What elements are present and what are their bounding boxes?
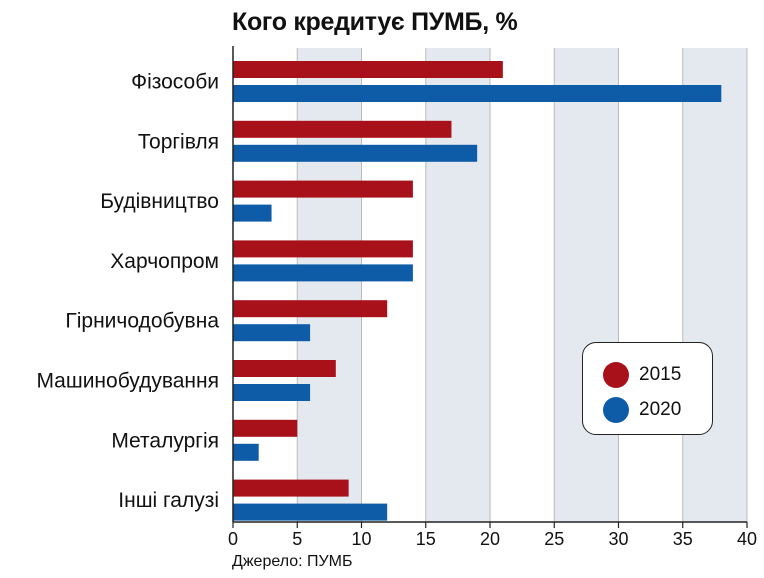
grid-band-0 xyxy=(297,48,362,522)
legend-item-2020: 2020 xyxy=(603,397,681,423)
bar-2020-1 xyxy=(233,144,478,162)
x-tick-label-0: 0 xyxy=(228,529,238,549)
bar-2015-4 xyxy=(233,300,388,318)
chart-title: Кого кредитує ПУМБ, % xyxy=(232,8,518,36)
x-tick-label-30: 30 xyxy=(608,529,628,549)
legend-item-2015: 2015 xyxy=(603,362,681,388)
bar-2015-2 xyxy=(233,180,413,198)
x-tick-label-20: 20 xyxy=(480,529,500,549)
bar-2015-3 xyxy=(233,240,413,258)
bar-2020-7 xyxy=(233,503,388,521)
x-tick-label-25: 25 xyxy=(544,529,564,549)
legend-label-2015: 2015 xyxy=(639,364,682,385)
category-label-1: Торгівля xyxy=(138,130,219,153)
grid-band-1 xyxy=(425,48,490,522)
legend-label-2020: 2020 xyxy=(639,399,682,420)
bar-2020-4 xyxy=(233,324,311,342)
legend-swatch-2015 xyxy=(603,362,629,388)
bar-2020-3 xyxy=(233,264,413,282)
legend-swatch-2020 xyxy=(603,397,629,423)
bar-2020-6 xyxy=(233,443,259,461)
bar-2020-2 xyxy=(233,204,272,222)
category-label-4: Гірничодобувна xyxy=(65,310,219,333)
bar-2020-5 xyxy=(233,384,311,401)
category-label-3: Харчопром xyxy=(110,250,219,273)
x-tick-label-40: 40 xyxy=(737,529,757,549)
bar-2015-0 xyxy=(233,61,503,78)
source-note: Джерело: ПУМБ xyxy=(232,553,353,570)
category-label-7: Інші галузі xyxy=(118,489,219,512)
category-label-2: Будівництво xyxy=(100,190,219,213)
category-label-6: Металургія xyxy=(111,429,219,452)
bar-2015-5 xyxy=(233,360,336,377)
legend: 2015 2020 xyxy=(582,342,713,435)
x-tick-label-35: 35 xyxy=(673,529,693,549)
x-tick-label-15: 15 xyxy=(416,529,436,549)
category-label-5: Машинобудування xyxy=(36,370,219,393)
grid-band-2 xyxy=(554,48,619,522)
bar-2015-1 xyxy=(233,120,452,138)
x-tick-label-5: 5 xyxy=(292,529,302,549)
bar-2020-0 xyxy=(233,85,722,102)
bar-2015-6 xyxy=(233,419,298,437)
category-label-0: Фізособи xyxy=(131,71,219,94)
x-tick-label-10: 10 xyxy=(351,529,371,549)
grid-band-3 xyxy=(682,48,747,522)
bar-2015-7 xyxy=(233,479,349,497)
